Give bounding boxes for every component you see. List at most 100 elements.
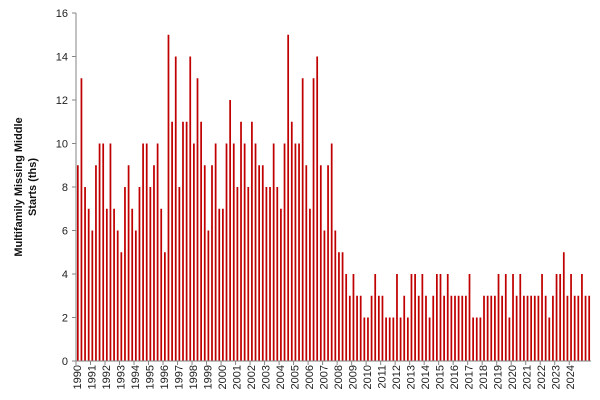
bar bbox=[425, 295, 427, 361]
bar bbox=[102, 143, 105, 361]
bar bbox=[134, 230, 137, 361]
x-tick-label: 1996 bbox=[159, 365, 171, 389]
bar bbox=[392, 317, 395, 361]
bar bbox=[530, 295, 533, 361]
x-tick-label: 2013 bbox=[405, 365, 417, 389]
x-tick-label: 1995 bbox=[144, 365, 156, 389]
bar bbox=[316, 56, 319, 361]
bar bbox=[363, 317, 366, 361]
bar bbox=[312, 78, 315, 361]
bar bbox=[174, 56, 177, 361]
bar bbox=[559, 274, 562, 361]
bar bbox=[330, 143, 333, 361]
x-tick-label: 1999 bbox=[202, 365, 214, 389]
bar bbox=[272, 143, 275, 361]
bar bbox=[490, 295, 493, 361]
bar bbox=[243, 143, 246, 361]
y-tick-label: 12 bbox=[56, 95, 68, 107]
x-tick-label: 2017 bbox=[464, 365, 476, 389]
bar bbox=[153, 165, 155, 361]
bar bbox=[399, 317, 402, 361]
x-tick-label: 2018 bbox=[478, 365, 490, 389]
bar bbox=[105, 208, 108, 361]
bar bbox=[142, 143, 144, 361]
bar bbox=[160, 208, 163, 361]
bar bbox=[149, 187, 152, 361]
x-tick-label: 1992 bbox=[101, 365, 113, 389]
x-tick-label: 2016 bbox=[449, 365, 461, 389]
bar bbox=[283, 143, 286, 361]
x-tick-label: 1991 bbox=[86, 365, 98, 389]
bar bbox=[486, 295, 489, 361]
x-tick-label: 2003 bbox=[260, 365, 272, 389]
bar bbox=[468, 274, 471, 361]
bar bbox=[479, 317, 482, 361]
bar bbox=[287, 34, 290, 361]
y-tick-label: 16 bbox=[56, 8, 68, 20]
bar bbox=[446, 274, 449, 361]
x-tick-label: 2023 bbox=[551, 365, 563, 389]
x-tick-label: 2000 bbox=[217, 365, 229, 389]
bar bbox=[475, 317, 478, 361]
bar bbox=[504, 274, 507, 361]
bar bbox=[548, 317, 551, 361]
bar bbox=[236, 187, 239, 361]
bar bbox=[483, 295, 485, 361]
bar bbox=[537, 295, 540, 361]
x-tick-label: 2019 bbox=[493, 365, 505, 389]
bar bbox=[501, 295, 504, 361]
bar bbox=[421, 274, 424, 361]
x-tick-label: 1994 bbox=[130, 365, 142, 389]
bar bbox=[98, 143, 101, 361]
y-tick-label: 6 bbox=[62, 226, 68, 238]
x-tick-label: 2010 bbox=[362, 365, 374, 389]
bar bbox=[461, 295, 464, 361]
x-tick-label: 2022 bbox=[536, 365, 548, 389]
bar bbox=[182, 121, 184, 361]
bar bbox=[193, 143, 195, 361]
y-tick-label: 14 bbox=[56, 52, 68, 64]
bar bbox=[345, 274, 348, 361]
x-tick-label: 2015 bbox=[434, 365, 446, 389]
bar bbox=[457, 295, 460, 361]
x-axis-ticks: 1990 1991 1992 1993 1994 1995 1996 1997 1998 1999… bbox=[72, 361, 577, 389]
bar bbox=[189, 56, 192, 361]
bar bbox=[229, 100, 232, 361]
bar bbox=[515, 295, 518, 361]
x-tick-label: 1998 bbox=[188, 365, 200, 389]
bar bbox=[232, 143, 235, 361]
bar bbox=[410, 274, 413, 361]
x-tick-label: 2007 bbox=[318, 365, 330, 389]
x-tick-label: 2005 bbox=[289, 365, 301, 389]
bar bbox=[352, 274, 355, 361]
bar bbox=[131, 208, 134, 361]
y-axis-ticks: 0 2 4 6 8 10 12 14 16 bbox=[56, 8, 76, 368]
y-tick-label: 2 bbox=[62, 313, 68, 325]
bar bbox=[323, 230, 326, 361]
bar bbox=[138, 187, 141, 361]
y-tick-label: 0 bbox=[62, 356, 68, 368]
bar bbox=[80, 78, 83, 361]
bar bbox=[265, 187, 268, 361]
y-tick-label: 8 bbox=[62, 182, 68, 194]
bar bbox=[577, 295, 580, 361]
x-tick-label: 2009 bbox=[347, 365, 359, 389]
bar bbox=[247, 187, 250, 361]
bar bbox=[290, 121, 293, 361]
bar bbox=[127, 165, 130, 361]
bar bbox=[214, 143, 217, 361]
bar bbox=[298, 143, 300, 361]
bar bbox=[562, 252, 565, 361]
bar bbox=[497, 274, 500, 361]
bar bbox=[116, 230, 119, 361]
bar bbox=[465, 295, 467, 361]
bar bbox=[261, 165, 264, 361]
bar bbox=[124, 187, 126, 361]
bar bbox=[356, 295, 358, 361]
bar bbox=[552, 295, 554, 361]
bar bbox=[435, 274, 438, 361]
bar bbox=[305, 165, 308, 361]
bar bbox=[341, 252, 344, 361]
bar bbox=[163, 252, 166, 361]
